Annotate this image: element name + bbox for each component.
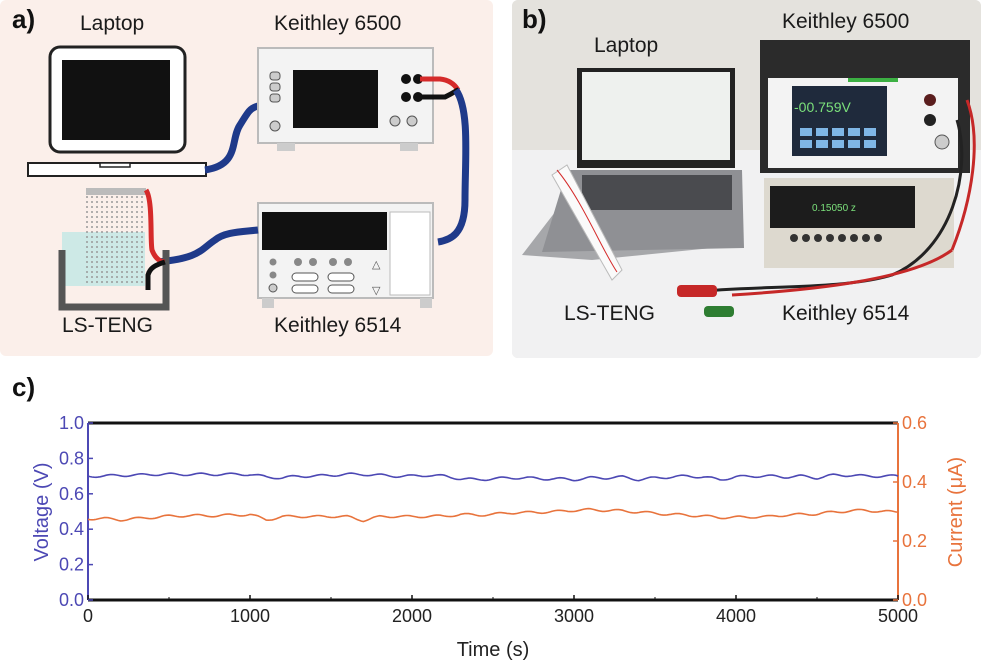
y-axis-right-label: Current (μA) [945, 457, 967, 567]
y-left-tick-label: 0.0 [59, 590, 84, 610]
y-left-tick-label: 0.6 [59, 484, 84, 504]
panel-b-photo: -00.759V 0.15050 z b) Laptop Keithley 65… [512, 0, 981, 358]
current-series-line [87, 507, 899, 523]
keithley-6500-drawing [257, 47, 434, 151]
label-keithley-6514-photo: Keithley 6514 [782, 302, 910, 325]
laptop-drawing [27, 45, 207, 177]
x-tick-label: 3000 [554, 606, 594, 626]
ls-teng-drawing [58, 188, 170, 311]
y-left-tick-label: 0.2 [59, 555, 84, 575]
label-keithley-6500-photo: Keithley 6500 [782, 10, 910, 33]
label-ls-teng: LS-TENG [62, 314, 154, 337]
x-tick-label: 4000 [716, 606, 756, 626]
panel-a-schematic: △ ▽ a) Laptop Keithley 6500 LS-TENG Keith… [0, 0, 493, 356]
x-tick-label: 2000 [392, 606, 432, 626]
keithley-6514-readout: 0.15050 z [812, 203, 856, 214]
x-axis-label: Time (s) [457, 639, 530, 661]
y-right-tick-label: 0.0 [902, 590, 927, 610]
voltage-current-chart: 0 1000 2000 3000 4000 50000.00.20.40.60.81.00… [31, 413, 967, 661]
panel-c-letter: c) [12, 372, 36, 402]
label-laptop-photo: Laptop [594, 34, 659, 57]
panel-b-letter: b) [522, 4, 547, 34]
y-axis-left-label: Voltage (V) [31, 463, 53, 562]
x-tick-label: 5000 [878, 606, 918, 626]
x-tick-label: 1000 [230, 606, 270, 626]
svg-text:△: △ [372, 259, 381, 271]
voltage-series-line [87, 472, 899, 482]
y-left-tick-label: 0.8 [59, 448, 84, 468]
svg-text:▽: ▽ [372, 285, 381, 297]
keithley-6500-readout: -00.759V [794, 99, 851, 115]
y-right-tick-label: 0.2 [902, 531, 927, 551]
label-ls-teng-photo: LS-TENG [564, 302, 656, 325]
y-right-tick-label: 0.6 [902, 413, 927, 433]
x-tick-label: 0 [83, 606, 93, 626]
setup-photo: -00.759V 0.15050 z [512, 0, 981, 358]
label-laptop: Laptop [80, 12, 145, 35]
y-left-tick-label: 1.0 [59, 413, 84, 433]
label-keithley-6500: Keithley 6500 [274, 12, 402, 35]
label-keithley-6514: Keithley 6514 [274, 314, 402, 337]
keithley-6514-drawing: △▽ [257, 202, 434, 308]
panel-a-letter: a) [12, 4, 36, 34]
y-left-tick-label: 0.4 [59, 519, 84, 539]
y-right-tick-label: 0.4 [902, 472, 927, 492]
setup-schematic: △▽ [27, 45, 470, 311]
